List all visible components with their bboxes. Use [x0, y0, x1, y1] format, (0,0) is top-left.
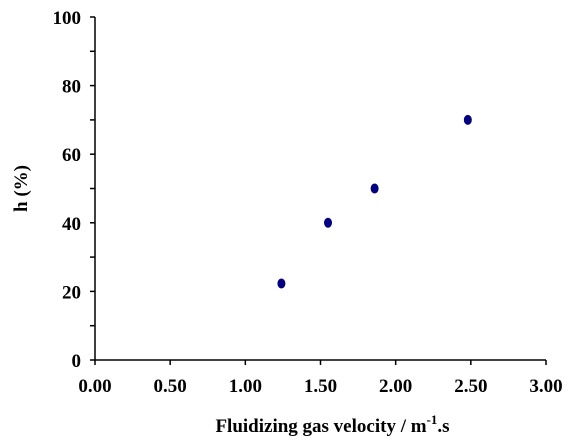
x-ticks: 0.00 0.50 1.00 1.50 2.00 2.50 3.00	[78, 360, 563, 397]
data-points	[277, 114, 472, 289]
x-tick-label: 1.00	[229, 376, 262, 397]
x-tick-label: 2.50	[454, 376, 487, 397]
x-axis-title-main: Fluidizing gas velocity / m	[215, 416, 426, 437]
y-tick-label: 60	[62, 145, 81, 166]
x-axis-title: Fluidizing gas velocity / m-1.s	[215, 412, 449, 437]
data-point	[370, 183, 379, 194]
axes: 0 20 40 60 80 100 0.00 0.50 1.00 1.50 2.00 2.50 3.0…	[53, 8, 563, 397]
y-tick-label: 40	[62, 214, 81, 235]
x-tick-label: 2.00	[379, 376, 412, 397]
y-tick-label: 0	[72, 351, 82, 372]
data-point	[324, 217, 333, 228]
y-axis-title: h (%)	[11, 165, 32, 212]
x-axis-title-superscript: -1	[427, 412, 438, 427]
y-tick-label: 100	[53, 8, 82, 29]
y-tick-label: 20	[62, 282, 81, 303]
data-point	[463, 114, 472, 125]
x-tick-label: 0.50	[154, 376, 187, 397]
x-tick-label: 3.00	[529, 376, 562, 397]
x-axis-title-suffix: .s	[437, 416, 449, 437]
data-point	[277, 278, 286, 289]
x-tick-label: 0.00	[78, 376, 111, 397]
y-tick-label: 80	[62, 77, 81, 98]
y-ticks: 0 20 40 60 80 100	[53, 8, 95, 372]
x-tick-label: 1.50	[304, 376, 337, 397]
